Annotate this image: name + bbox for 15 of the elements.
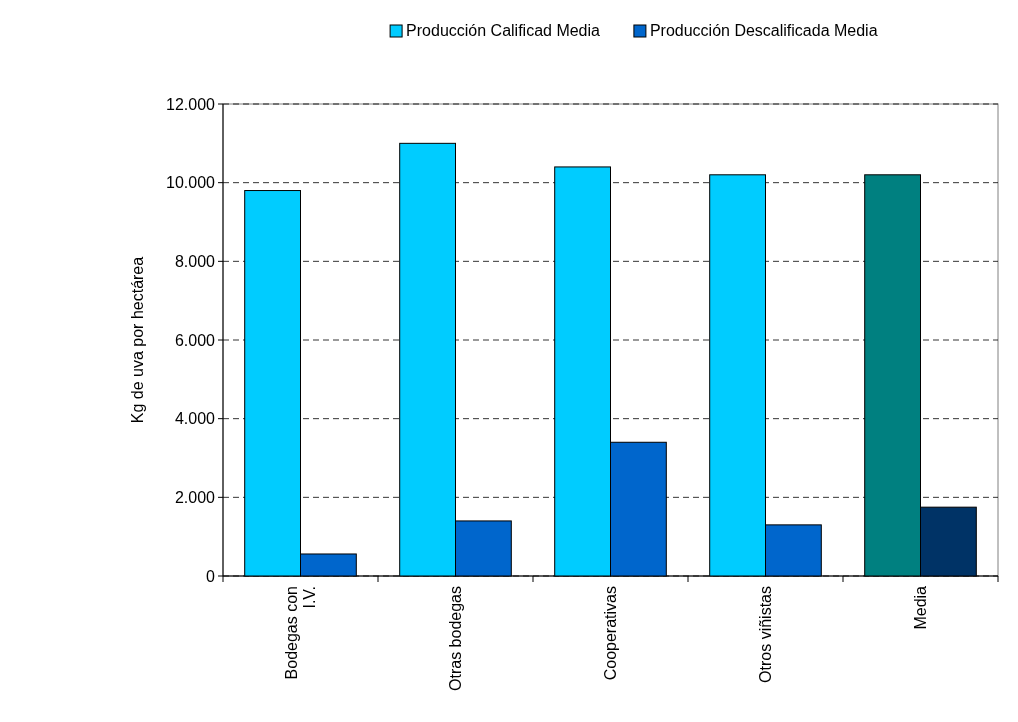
y-tick-label: 6.000 [174, 331, 216, 349]
y-tick-label: 0 [206, 567, 216, 585]
legend-label: Producción Descalificada Media [649, 22, 878, 39]
x-tick-label: Media [912, 585, 930, 630]
x-tick-label: Cooperativas [602, 586, 620, 681]
y-tick-label: 12.000 [166, 95, 216, 113]
x-tick-label: Bodegas con I.V. [282, 586, 319, 680]
y-tick-label: 10.000 [166, 174, 216, 192]
y-tick-label: 2.000 [174, 488, 216, 506]
y-tick-label: 8.000 [174, 252, 216, 270]
x-tick-label: Otras bodegas [447, 586, 465, 691]
y-tick-label: 4.000 [174, 410, 216, 428]
y-axis-title: Kg de uva por hectárea [129, 256, 146, 424]
x-tick-label: Otros viñistas [757, 586, 775, 683]
legend-label: Producción Calificad Media [406, 22, 601, 39]
